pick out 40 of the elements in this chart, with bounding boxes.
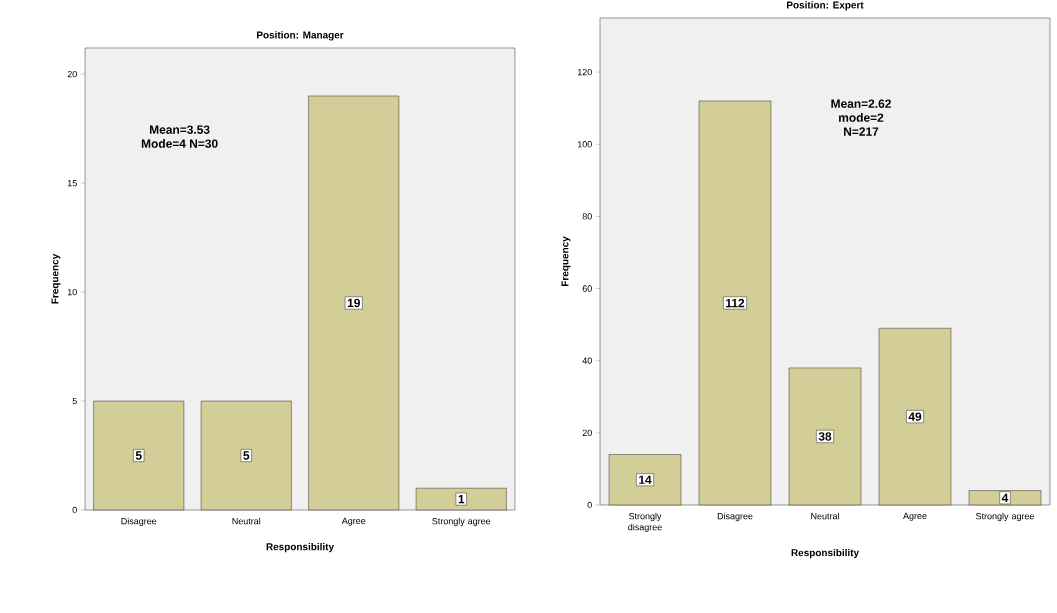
x-axis-title: Responsibility bbox=[266, 542, 334, 553]
x-tick-label: Strongly disagree bbox=[628, 512, 662, 533]
x-tick-label: Neutral bbox=[232, 517, 261, 525]
annotation: N=217 bbox=[844, 127, 879, 136]
y-tick-label: 20 bbox=[67, 70, 77, 78]
data-label: 112 bbox=[726, 298, 745, 308]
data-label: 14 bbox=[639, 475, 652, 484]
x-tick-label: Agree bbox=[341, 517, 366, 526]
data-label: 38 bbox=[818, 432, 832, 441]
annotation: Mean=2.62 bbox=[831, 99, 891, 108]
y-tick-label: 120 bbox=[577, 68, 592, 76]
data-label: 1 bbox=[458, 495, 465, 504]
chart-title: Position: Manager bbox=[257, 31, 344, 41]
y-axis-title: Frequency bbox=[51, 253, 61, 304]
annotation: mode=2 bbox=[839, 113, 884, 122]
y-tick-label: 20 bbox=[582, 429, 592, 437]
y-tick-label: 40 bbox=[582, 357, 592, 364]
x-tick-label: Disagree bbox=[717, 512, 753, 522]
y-axis-title: Frequency bbox=[561, 236, 571, 287]
y-tick-label: 80 bbox=[582, 213, 592, 220]
data-label: 5 bbox=[243, 451, 250, 460]
x-tick-label: Disagree bbox=[121, 517, 157, 527]
y-tick-label: 5 bbox=[72, 397, 77, 405]
y-tick-label: 0 bbox=[587, 501, 592, 509]
data-label: 19 bbox=[347, 298, 360, 308]
x-tick-label: Agree bbox=[903, 512, 927, 521]
x-axis-title: Responsibility bbox=[791, 548, 859, 559]
x-tick-label: Neutral bbox=[811, 512, 839, 520]
x-tick-label: Strongly agree bbox=[432, 517, 491, 527]
data-label: 5 bbox=[135, 451, 142, 460]
annotation: Mean=3.53 bbox=[149, 125, 210, 134]
x-tick-label: Strongly agree bbox=[976, 512, 1035, 522]
data-label: 49 bbox=[908, 412, 922, 421]
y-tick-label: 10 bbox=[67, 288, 77, 296]
y-tick-label: 15 bbox=[67, 179, 77, 187]
chart-title: Position: Expert bbox=[787, 1, 864, 11]
annotation: Mode=4 N=30 bbox=[141, 139, 218, 148]
y-tick-label: 60 bbox=[582, 285, 592, 292]
y-tick-label: 100 bbox=[577, 141, 592, 148]
y-tick-label: 0 bbox=[72, 506, 77, 514]
